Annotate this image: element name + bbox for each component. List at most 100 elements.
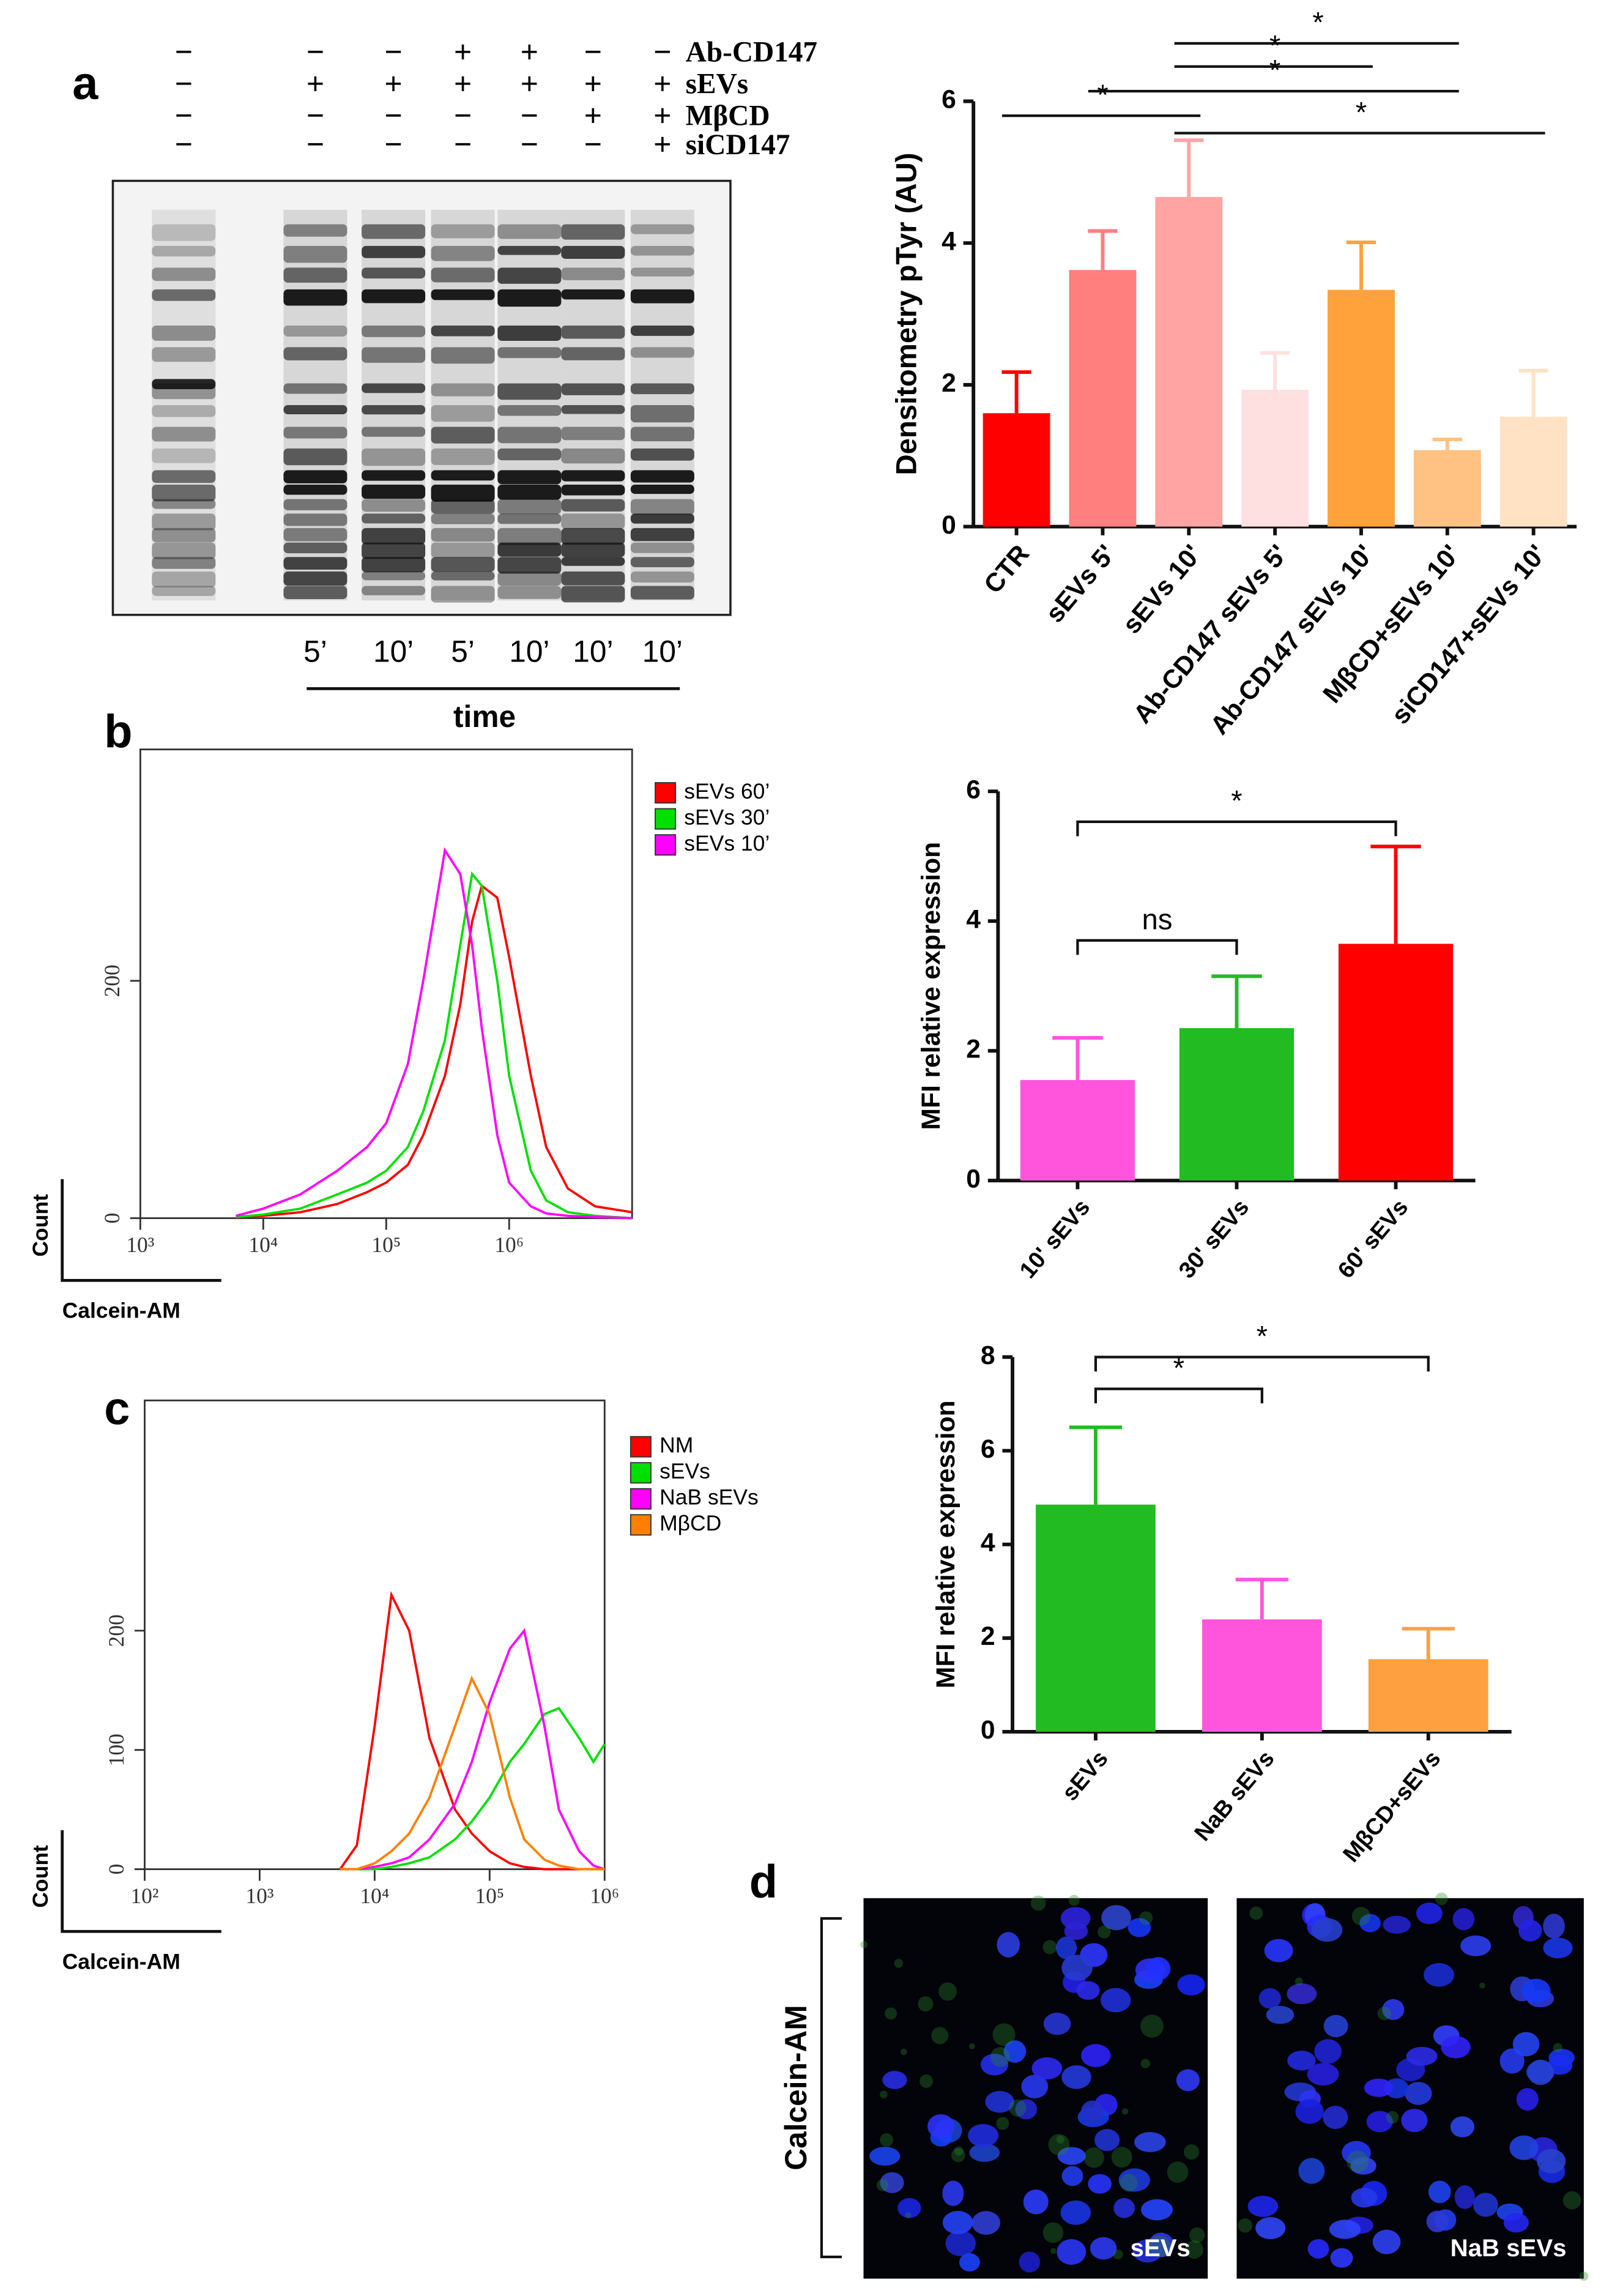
x-tick-label: MβCD+sEVs xyxy=(1338,1746,1446,1867)
nucleus xyxy=(1255,2217,1286,2240)
nucleus xyxy=(1264,1939,1293,1962)
axis-indicator xyxy=(61,1830,221,1933)
nucleus xyxy=(980,2053,1009,2076)
treatment-sign: − xyxy=(384,127,403,162)
y-axis-label: MFI relative expression xyxy=(916,842,946,1130)
blot-band xyxy=(152,404,216,417)
blot-band xyxy=(283,571,347,586)
nucleus xyxy=(997,1932,1020,1958)
calcein-signal xyxy=(951,2148,965,2163)
treatment-sign: − xyxy=(307,99,325,133)
treatment-sign: − xyxy=(174,99,193,133)
blot-band xyxy=(152,542,216,559)
y-tick-label: 0 xyxy=(100,1213,124,1224)
blot-band xyxy=(630,527,694,542)
nucleus xyxy=(1064,1922,1088,1940)
nucleus xyxy=(1450,2116,1474,2138)
nucleus xyxy=(1512,2032,1540,2057)
y-tick-label: 0 xyxy=(966,1164,981,1193)
significance-bracket xyxy=(1076,939,1238,955)
x-tick-label: 10⁶ xyxy=(590,1884,619,1908)
nucleus xyxy=(1543,1914,1565,1939)
treatment-sign: + xyxy=(653,99,672,133)
blot-band xyxy=(497,224,562,239)
treatment-sign: + xyxy=(653,127,672,162)
blot-band xyxy=(630,245,694,256)
nucleus xyxy=(1148,2232,1174,2257)
blot-band xyxy=(561,571,625,586)
blot-band xyxy=(630,224,694,234)
significance-bracket xyxy=(1094,1355,1430,1372)
blot-band xyxy=(152,499,216,509)
calcein-signal xyxy=(990,2047,1010,2067)
legend-swatch xyxy=(630,1514,652,1536)
calcein-signal xyxy=(1083,2147,1104,2168)
blot-band xyxy=(362,404,426,415)
y-axis-label: MFI relative expression xyxy=(931,1401,960,1689)
time-label: 10’ xyxy=(573,635,613,669)
significance-label: * xyxy=(1257,1320,1268,1352)
treatment-sign: + xyxy=(584,99,603,133)
nucleus xyxy=(1424,1962,1454,1987)
calcein-signal xyxy=(1048,2134,1070,2156)
significance-label: * xyxy=(1231,785,1242,818)
nucleus xyxy=(1128,1918,1151,1937)
nucleus xyxy=(1382,1999,1405,2020)
panel-label: c xyxy=(104,1383,130,1434)
nucleus xyxy=(897,2197,921,2218)
calcein-signal xyxy=(1562,2191,1581,2210)
blot-band xyxy=(362,289,426,304)
nucleus xyxy=(1081,2044,1111,2068)
blot-band xyxy=(630,470,694,483)
treatment-sign: − xyxy=(584,127,603,162)
blot-band xyxy=(431,557,495,572)
blot-band xyxy=(561,557,625,566)
nucleus xyxy=(1101,1905,1131,1931)
x-tick-label: 10³ xyxy=(126,1232,154,1257)
bar xyxy=(1036,1504,1156,1732)
blot-band xyxy=(431,404,495,422)
calcein-signal xyxy=(1056,2135,1065,2144)
calcein-signal xyxy=(885,2007,897,2020)
nucleus xyxy=(1366,2111,1393,2133)
significance-label: * xyxy=(1269,30,1280,62)
calcein-signal xyxy=(1068,1895,1080,1906)
blot-band xyxy=(561,289,625,300)
blot-band xyxy=(152,267,216,281)
calcein-signal xyxy=(1553,2043,1562,2052)
nucleus xyxy=(972,2211,1001,2235)
nucleus xyxy=(1023,2189,1049,2215)
blot-band xyxy=(561,448,625,464)
nucleus xyxy=(1177,1974,1205,1996)
legend-label: sEVs 60’ xyxy=(684,779,770,803)
treatment-sign: − xyxy=(384,99,403,133)
blot-band xyxy=(431,289,495,300)
blot-band xyxy=(630,485,694,494)
y-axis-label: Count xyxy=(28,1845,53,1908)
calcein-signal xyxy=(931,2027,949,2044)
calcein-signal xyxy=(1479,1982,1485,1989)
nucleus xyxy=(1094,2128,1120,2152)
nucleus xyxy=(1323,2106,1348,2130)
nucleus xyxy=(1258,1988,1281,2009)
treatment-sign: − xyxy=(174,35,193,70)
nucleus xyxy=(1090,2237,1117,2260)
blot-band xyxy=(431,485,495,502)
nucleus xyxy=(1351,2188,1378,2208)
nucleus xyxy=(1426,2210,1449,2232)
x-tick-label: sEVs xyxy=(1057,1746,1113,1806)
nucleus xyxy=(1314,2039,1342,2064)
blot-band xyxy=(283,527,347,542)
significance-label: * xyxy=(1097,79,1108,111)
calcein-signal xyxy=(1167,2161,1189,2183)
nucleus xyxy=(1527,2059,1554,2085)
histogram-curve xyxy=(236,871,633,1220)
bar xyxy=(983,413,1050,527)
x-tick-label: 10² xyxy=(130,1884,158,1908)
blot-band xyxy=(561,245,625,259)
nucleus xyxy=(985,2090,1014,2113)
x-tick-label: 10' sEVs xyxy=(1015,1195,1095,1283)
treatment-sign: − xyxy=(521,127,539,162)
histogram-curve xyxy=(339,1590,605,1871)
